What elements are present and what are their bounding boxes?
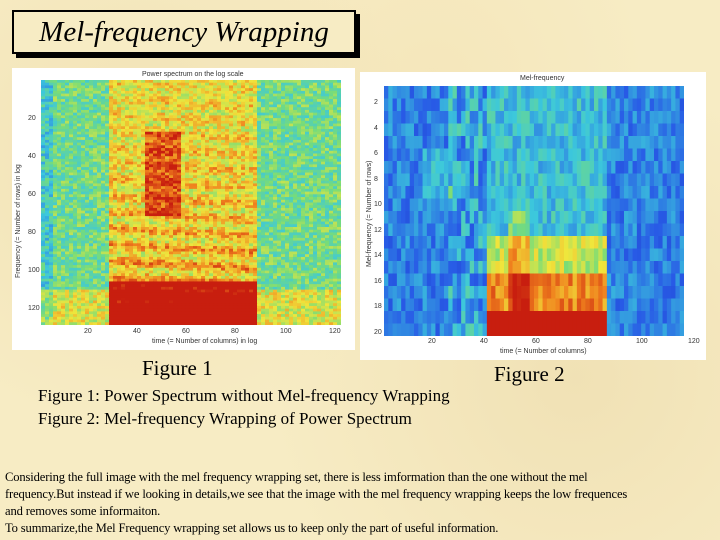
- explanation-line: Considering the full image with the mel …: [5, 470, 588, 484]
- figure2-y-axis-label: Mel-frequency (= Number of rows): [366, 160, 373, 267]
- figure2-y-tick: 18: [374, 303, 382, 310]
- figure2-y-tick: 8: [374, 175, 378, 183]
- figure1-x-tick: 60: [182, 328, 190, 335]
- figure2-y-tick: 4: [374, 124, 378, 132]
- figure1-x-tick: 100: [280, 328, 292, 335]
- caption-figure2: Figure 2: Mel-frequency Wrapping of Powe…: [38, 409, 412, 428]
- figure1-panel: Power spectrum on the log scale Frequenc…: [12, 68, 355, 350]
- figure2-x-tick: 40: [480, 338, 488, 345]
- figure1-y-tick: 20: [28, 115, 36, 122]
- figure2-x-tick: 100: [636, 338, 648, 345]
- figure2-x-tick: 20: [428, 338, 436, 345]
- figure1-spectrogram: [41, 80, 341, 325]
- figure2-x-tick: 60: [532, 338, 540, 345]
- slide-title: Mel-frequency Wrapping: [12, 10, 356, 54]
- figure2-plot-title: Mel-frequency: [520, 75, 565, 82]
- figure2-x-tick: 80: [584, 338, 592, 345]
- figure1-x-tick: 40: [133, 328, 141, 335]
- figure2-y-tick: 6: [374, 150, 378, 157]
- explanation-line: and removes some informaiton.: [5, 504, 161, 518]
- figure2-y-tick: 10: [374, 201, 382, 208]
- figure1-plot-title: Power spectrum on the log scale: [142, 71, 244, 78]
- figure2-label: Figure 2: [494, 362, 565, 386]
- figure1-y-axis-label: Frequency (= Number of rows) in log: [15, 164, 22, 278]
- figure1-x-axis-label: time (= Number of columns) in log: [152, 338, 258, 345]
- figure1-x-tick: 80: [231, 328, 239, 335]
- figure1-y-tick: 120: [28, 305, 40, 312]
- figure2-x-tick: 120: [688, 338, 700, 345]
- figure1-y-tick: 100: [28, 267, 40, 274]
- figure1-y-tick: 80: [28, 229, 36, 236]
- figure2-y-tick: 14: [374, 252, 382, 259]
- figure2-spectrogram: [384, 86, 684, 336]
- figure2-x-axis-label: time (= Number of columns): [500, 348, 587, 355]
- figure1-x-tick: 120: [329, 328, 341, 335]
- explanation-line: To summarize,the Mel Frequency wrapping …: [5, 521, 499, 535]
- caption-figure1: Figure 1: Power Spectrum without Mel-fre…: [38, 386, 450, 405]
- figure2-y-tick: 16: [374, 277, 382, 285]
- figure2-y-tick: 20: [374, 328, 382, 336]
- figure1-y-tick: 60: [28, 191, 36, 198]
- explanation-paragraph: Considering the full image with the mel …: [5, 469, 720, 537]
- figure1-y-tick: 40: [28, 153, 36, 160]
- figure2-y-tick: 2: [374, 99, 378, 106]
- explanation-line: frequency.But instead if we looking in d…: [5, 487, 628, 501]
- figure2-panel: Mel-frequency Mel-frequency (= Number of…: [360, 72, 706, 360]
- figure1-x-tick: 20: [84, 328, 92, 335]
- figure2-y-tick: 12: [374, 226, 382, 234]
- figure1-label: Figure 1: [142, 356, 213, 380]
